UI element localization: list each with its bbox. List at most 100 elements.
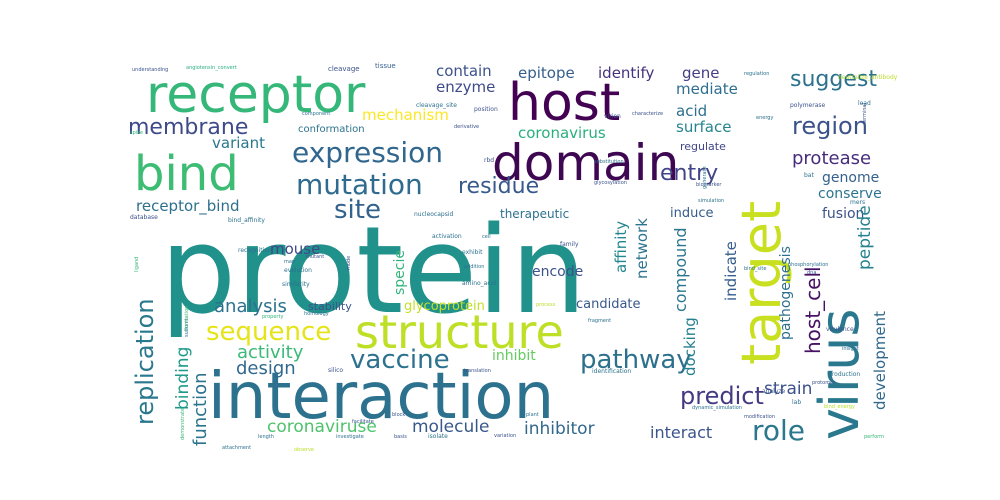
word-variant: variant: [212, 134, 265, 152]
word-exhibit: exhibit: [462, 249, 483, 256]
word-phosphorylation: phosphorylation: [788, 262, 828, 268]
word-conformation: conformation: [298, 124, 365, 135]
word-perform: perform: [864, 434, 884, 440]
word-identification: identification: [592, 368, 631, 375]
word-coronaviruse: coronaviruse: [267, 417, 377, 437]
word-length: length: [258, 434, 274, 440]
word-binding: binding: [173, 347, 193, 410]
word-replication: replication: [131, 298, 159, 425]
word-amino-acid: amino_acid: [462, 280, 496, 287]
word-protein: protein: [160, 202, 587, 341]
word-evolution: evolution: [284, 267, 312, 274]
word-development: development: [871, 311, 889, 410]
word-target: target: [730, 201, 793, 365]
word-ligand: ligand: [134, 257, 140, 272]
word-mode: mode: [346, 256, 352, 270]
word-compound: compound: [671, 227, 690, 312]
word-sequence: sequence: [206, 317, 331, 347]
word-angiotensin-convert: angiotensin_convert: [186, 65, 237, 71]
word-insight: insight: [842, 346, 859, 352]
word-subunit: subunit: [184, 318, 190, 337]
word-site: site: [334, 195, 381, 225]
word-activity: activity: [237, 342, 304, 363]
word-indicate: indicate: [722, 241, 740, 301]
word-candidate: candidate: [576, 297, 641, 312]
word-polymerase: polymerase: [790, 102, 826, 109]
word-bind-site: bind_site: [744, 266, 766, 272]
word-mouse: mouse: [270, 240, 320, 258]
word-interact: interact: [650, 423, 712, 442]
word-mediate: mediate: [676, 80, 738, 98]
word-position: position: [474, 106, 498, 113]
word-recognition: recognition: [238, 247, 272, 254]
word-structure: structure: [355, 305, 564, 359]
word-glycosylation: glycosylation: [594, 180, 627, 186]
word-generate: generate: [702, 166, 708, 189]
word-facilitate: facilitate: [352, 419, 374, 425]
word-region: region: [792, 112, 868, 140]
word-enzyme: enzyme: [436, 78, 495, 96]
word-substitution: substitution: [594, 159, 624, 165]
word-specie: specie: [392, 250, 408, 295]
word-cleavage-site: cleavage_site: [416, 102, 457, 109]
word-activation: activation: [432, 233, 462, 240]
word-virus: virus: [808, 308, 871, 440]
word-host-cell: host_cell: [801, 266, 825, 354]
word-residue: residue: [458, 174, 539, 199]
word-database: database: [130, 214, 158, 221]
word-network: network: [633, 218, 651, 279]
word-genome: genome: [822, 170, 879, 186]
word-cleavage: cleavage: [328, 65, 360, 73]
word-block: block: [392, 412, 405, 418]
word-virulence: virulence: [826, 326, 854, 333]
word-surface: surface: [676, 118, 731, 136]
word-bat: bat: [804, 172, 814, 179]
word-isolate: isolate: [428, 433, 448, 440]
word-expression: expression: [292, 136, 443, 169]
word-simulation: simulation: [698, 198, 724, 204]
word-peptide: peptide: [855, 205, 875, 270]
word-lab: lab: [792, 399, 801, 406]
word-regulate: regulate: [680, 140, 726, 153]
word-function: function: [190, 372, 211, 446]
word-energy: energy: [756, 115, 773, 121]
word-map: map: [284, 259, 295, 265]
word-process: process: [536, 302, 556, 308]
word-tissue: tissue: [375, 62, 396, 70]
word-analyze: analyze: [762, 388, 786, 395]
word-receptor: receptor: [146, 65, 366, 125]
word-conserve: conserve: [818, 186, 882, 202]
word-spike: spike: [130, 130, 143, 136]
word-bind-affinity: bind_affinity: [228, 217, 265, 224]
word-inhibit: inhibit: [492, 348, 536, 364]
word-derivative: derivative: [454, 124, 479, 130]
word-demonstrate: demonstrate: [180, 408, 186, 440]
word-coronavirus: coronavirus: [518, 124, 606, 142]
word-glycoprotein: glycoprotein: [404, 299, 485, 314]
word-analysis: analysis: [214, 296, 287, 317]
word-regulation: regulation: [744, 71, 769, 77]
word-stability: stability: [308, 300, 352, 313]
word-mutant: mutant: [306, 254, 324, 260]
word-cell: cell: [482, 234, 491, 240]
word-vaccine: vaccine: [350, 345, 450, 375]
word-mechanism: mechanism: [362, 106, 449, 124]
word-dynamic-simulation: dynamic_simulation: [692, 405, 742, 411]
word-strain: strain: [764, 379, 812, 399]
word-variation: variation: [494, 433, 516, 439]
word-entry: entry: [660, 161, 718, 186]
word-observe: observe: [294, 447, 314, 453]
word-epitope: epitope: [518, 64, 575, 82]
word-component: component: [302, 111, 330, 117]
word-domain: domain: [492, 134, 679, 192]
word-homology: homology: [304, 311, 329, 317]
word-role: role: [752, 414, 805, 447]
word-basis: basis: [394, 434, 407, 440]
word-host: host: [508, 73, 620, 133]
word-pathway: pathway: [580, 345, 692, 375]
word-dna: dna: [807, 270, 816, 276]
word-gene: gene: [682, 64, 720, 82]
word-family: family: [560, 241, 579, 248]
word-suggest: suggest: [790, 67, 877, 92]
word-receptor-bind: receptor_bind: [136, 197, 240, 216]
